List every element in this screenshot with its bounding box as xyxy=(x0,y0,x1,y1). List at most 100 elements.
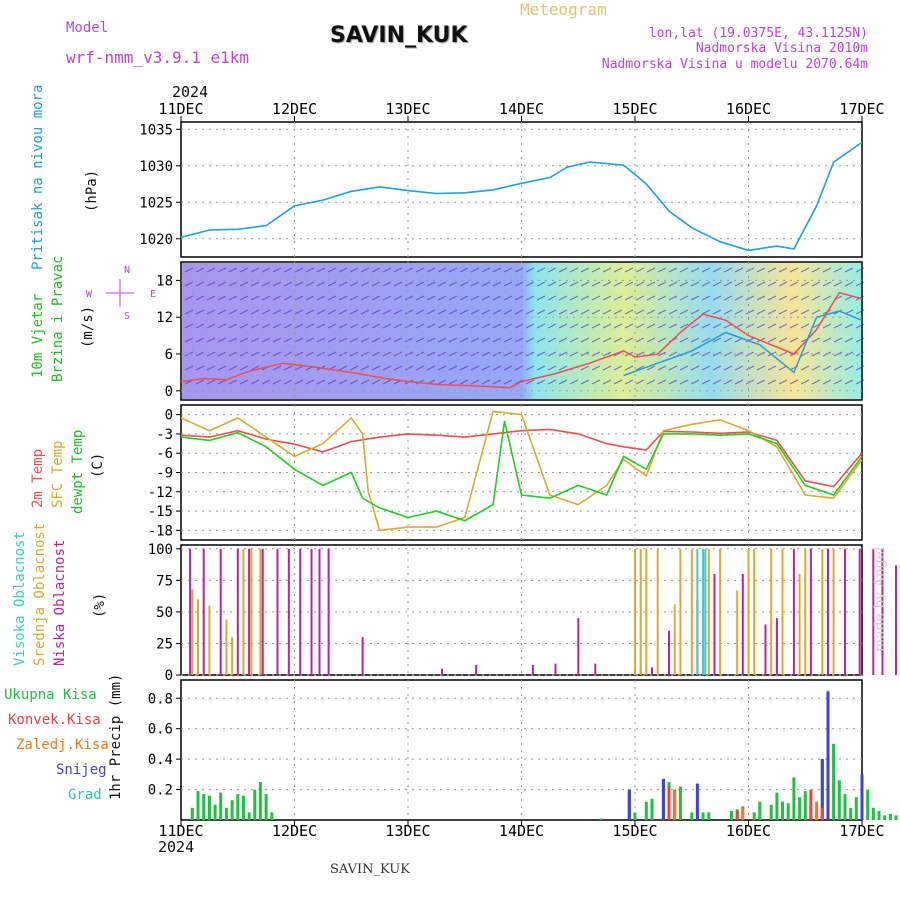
bar-clouds-1 xyxy=(250,548,253,675)
model-elevation-text: Nadmorska Visina u modelu 2070.64m xyxy=(601,57,868,72)
bar-clouds-0 xyxy=(318,548,321,675)
bar-precip-1 xyxy=(695,783,699,820)
bar-precip-0 xyxy=(792,777,796,820)
elevation-text: Nadmorska Visina 2010m xyxy=(695,41,868,56)
y-tick-label: 1030 xyxy=(139,159,173,175)
y-tick-label: 1020 xyxy=(139,232,173,248)
series-line-temperature-2 xyxy=(180,420,863,522)
x-tick-label-top: 13DEC xyxy=(385,100,430,118)
bar-precip-0 xyxy=(758,801,762,820)
x-tick-label-top: 14DEC xyxy=(499,100,544,118)
bar-precip-0 xyxy=(633,812,637,820)
bar-precip-0 xyxy=(786,803,790,820)
y-tick-label: 100 xyxy=(148,542,173,558)
model-label: Model xyxy=(66,20,109,36)
pressure-label-1: Pritisak na nivou mora xyxy=(30,84,46,270)
series-line-pressure-0 xyxy=(180,141,863,252)
bar-clouds-1 xyxy=(645,548,648,675)
bar-clouds-1 xyxy=(225,619,228,675)
bar-clouds-0 xyxy=(594,663,597,675)
bar-precip-0 xyxy=(837,780,841,820)
cloud-label-2: Srednja Oblacnost xyxy=(32,522,48,666)
bar-clouds-0 xyxy=(577,618,580,675)
x-tick-label-top: 11DEC xyxy=(158,100,203,118)
bar-clouds-1 xyxy=(231,637,234,675)
cloud-label-4: (%) xyxy=(92,592,108,618)
x-tick-label-bottom: 16DEC xyxy=(726,822,771,840)
temp-label-1: 2m Temp xyxy=(30,448,46,508)
bar-precip-0 xyxy=(236,794,240,820)
bar-precip-0 xyxy=(849,807,853,820)
bar-precip-3 xyxy=(815,801,819,820)
compass-letter: N xyxy=(124,265,130,276)
bar-precip-0 xyxy=(877,810,881,820)
bar-clouds-0 xyxy=(219,548,222,675)
y-tick-label: 18 xyxy=(156,273,173,289)
footer-station: SAVIN_KUK xyxy=(330,862,410,877)
bar-clouds-0 xyxy=(531,664,534,675)
bar-precip-2 xyxy=(735,810,739,820)
bar-precip-0 xyxy=(213,804,217,820)
bar-precip-0 xyxy=(258,782,262,820)
compass-letter: E xyxy=(150,289,156,300)
bar-clouds-0 xyxy=(276,548,279,675)
x-tick-label-bottom: 11DEC xyxy=(158,822,203,840)
panel-frame-temperature xyxy=(180,404,863,541)
bar-clouds-1 xyxy=(208,605,211,675)
station-title: SAVIN_KUK xyxy=(330,23,468,48)
bar-precip-0 xyxy=(843,794,847,820)
y-tick-label: 0.2 xyxy=(148,783,173,799)
x-tick-label-top: 16DEC xyxy=(726,100,771,118)
bar-precip-0 xyxy=(775,792,779,820)
compass-letter: S xyxy=(124,311,130,322)
bar-clouds-0 xyxy=(287,548,290,675)
wind-barb-row xyxy=(184,323,865,329)
bar-clouds-0 xyxy=(741,574,744,675)
bar-clouds-0 xyxy=(809,548,812,675)
bar-precip-0 xyxy=(832,743,836,820)
bar-precip-3 xyxy=(673,791,677,820)
x-tick-label-top: 17DEC xyxy=(839,100,884,118)
series-line-temperature-0 xyxy=(180,428,863,488)
wind-barb-row xyxy=(184,365,865,371)
bar-precip-0 xyxy=(253,789,257,820)
bar-clouds-0 xyxy=(844,548,846,675)
bar-clouds-1 xyxy=(197,599,199,675)
bar-precip-0 xyxy=(241,795,245,820)
legend-total-rain: Ukupna Kisa xyxy=(4,687,97,703)
bar-precip-0 xyxy=(247,812,251,820)
bar-precip-0 xyxy=(894,815,898,820)
bar-precip-0 xyxy=(650,798,654,820)
credit-text: made by Angel xyxy=(872,546,888,653)
bar-clouds-1 xyxy=(673,604,676,675)
bar-precip-0 xyxy=(798,797,802,820)
bar-precip-0 xyxy=(803,791,807,820)
bar-precip-0 xyxy=(264,794,268,820)
y-tick-label: 1035 xyxy=(139,122,173,138)
compass-letter: W xyxy=(86,289,93,300)
wind-label-2: Brzina i Pravac xyxy=(50,255,66,382)
bar-clouds-0 xyxy=(441,668,443,675)
product-title: Meteogram xyxy=(520,0,607,19)
bar-precip-0 xyxy=(883,815,887,820)
bar-clouds-0 xyxy=(651,667,653,675)
y-tick-label: -6 xyxy=(156,446,173,462)
bar-clouds-1 xyxy=(781,548,784,675)
y-tick-label: 0.4 xyxy=(148,752,173,768)
bar-clouds-1 xyxy=(747,548,750,675)
bar-precip-0 xyxy=(678,786,682,820)
temp-label-3: dewpt Temp xyxy=(70,429,86,514)
bar-precip-0 xyxy=(270,812,274,820)
legend-freezing-rain: Zaledj.Kisa xyxy=(16,737,109,753)
bar-clouds-0 xyxy=(202,548,205,675)
bar-clouds-1 xyxy=(259,548,262,675)
wind-barb-row xyxy=(184,267,865,273)
model-value: wrf-nmm_v3.9.1 e1km xyxy=(66,48,250,67)
x-tick-label-top: 12DEC xyxy=(272,100,317,118)
bar-precip-1 xyxy=(661,778,665,820)
bar-precip-0 xyxy=(769,804,773,820)
bar-clouds-0 xyxy=(713,574,716,675)
bar-precip-1 xyxy=(627,789,631,820)
bar-clouds-0 xyxy=(895,565,897,675)
bar-clouds-1 xyxy=(656,548,659,675)
